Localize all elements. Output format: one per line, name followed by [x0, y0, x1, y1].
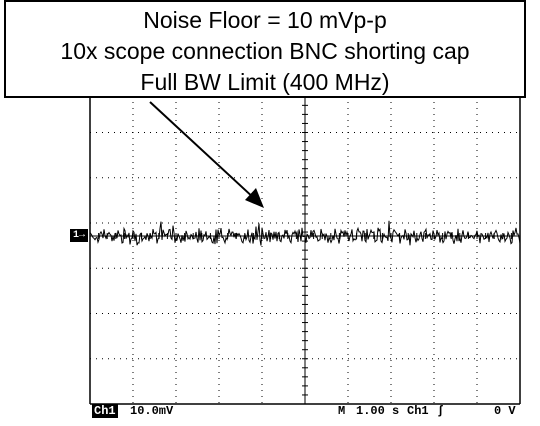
trigger-slope-icon: ʃ	[437, 404, 445, 418]
annotation-callout: Noise Floor = 10 mVp-p 10x scope connect…	[4, 0, 526, 98]
channel-badge: Ch1	[92, 404, 118, 418]
channel-1-ground-marker: 1→	[70, 229, 88, 242]
ch1-noise-trace	[89, 220, 521, 246]
callout-noise-floor: Noise Floor = 10 mVp-p	[143, 7, 387, 33]
status-time-per-div: 1.00 s	[356, 404, 400, 418]
status-trigger-level: 0 V	[494, 404, 516, 418]
status-channel: Ch1	[92, 402, 118, 420]
callout-bw-limit: Full BW Limit (400 MHz)	[140, 69, 390, 95]
callout-arrow-shaft	[149, 101, 257, 201]
status-trigger-source: Ch1	[407, 404, 429, 418]
callout-arrow-head	[245, 188, 264, 208]
status-mode: M	[338, 404, 346, 418]
status-volts-per-div: 10.0mV	[130, 404, 174, 418]
callout-connection: 10x scope connection BNC shorting cap	[60, 38, 470, 64]
